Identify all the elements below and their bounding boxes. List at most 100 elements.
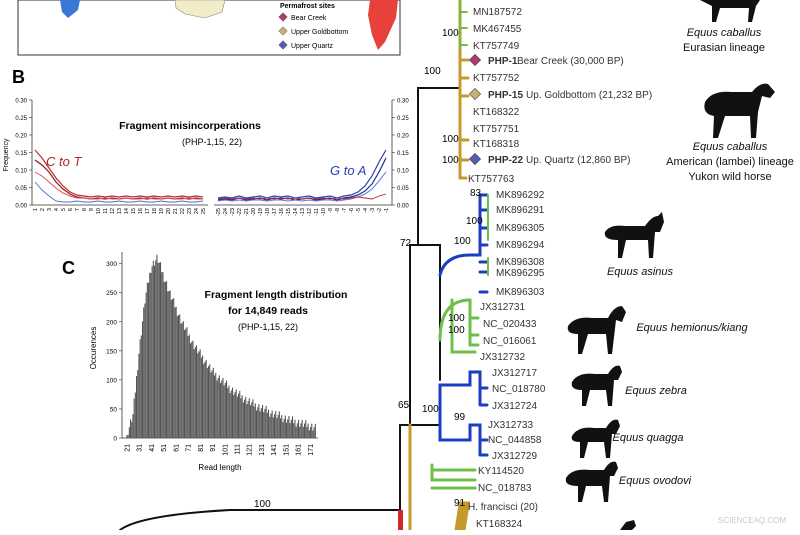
histogram-bar xyxy=(217,377,219,438)
panel-b-ytick-label: 0.15 xyxy=(15,151,27,157)
histogram-bar xyxy=(138,353,140,438)
support-value: 100 xyxy=(454,236,471,247)
histogram-bar xyxy=(312,430,314,438)
taxon-labels: MN187572 MK467455 KT757749 PHP-1 Bear Cr… xyxy=(468,7,652,530)
bear-creek-marker xyxy=(278,12,288,22)
histogram-bar xyxy=(258,404,260,438)
support-value: 100 xyxy=(422,404,439,415)
histogram-bar xyxy=(134,392,136,438)
histogram-bar xyxy=(188,334,190,438)
taxon-label: MK896308 xyxy=(496,257,545,268)
tree-branch-zebra xyxy=(438,370,489,412)
histogram-bar xyxy=(256,410,258,438)
panel-b-xtick-label: 2 xyxy=(40,208,46,211)
taxon-label: KY114520 xyxy=(478,466,524,477)
histogram-bar xyxy=(242,402,244,438)
histogram-bar xyxy=(203,363,205,438)
histogram-bar xyxy=(269,416,271,438)
histogram-bar xyxy=(154,265,156,438)
histogram-bar xyxy=(186,327,188,438)
species-zebra: Equus zebra xyxy=(625,385,687,397)
panel-b-xtick-label: 21 xyxy=(173,208,179,214)
panel-b-xtick-label: 8 xyxy=(82,208,88,211)
panel-b-xtick-label: -7 xyxy=(342,208,348,213)
histogram-bar xyxy=(276,417,278,438)
histogram-bar xyxy=(314,423,316,438)
panel-c-title-line1: Fragment length distribution xyxy=(205,289,348,301)
support-value: 100 xyxy=(424,66,441,77)
panel-c: C Occurences 0 50 100 150 200 250 300 21 31 41 51… xyxy=(62,252,347,472)
panel-b-xtick-label: -25 xyxy=(216,208,222,216)
taxon-label: KT757749 xyxy=(473,41,520,52)
histogram-bar xyxy=(214,375,216,438)
histogram-bar xyxy=(173,298,175,438)
taxon-label: NC_018783 xyxy=(478,483,532,494)
histogram-bar xyxy=(270,413,272,438)
taxon-label: MN187572 xyxy=(473,7,522,18)
panel-c-xtick-label: 91 xyxy=(210,444,217,452)
histogram-bar xyxy=(235,389,237,438)
support-value: 100 xyxy=(254,499,271,510)
histogram-bar xyxy=(216,380,218,438)
taxon-label: NC_044858 xyxy=(488,435,542,446)
panel-b-yticks-left: 0.30 0.25 0.20 0.15 0.10 0.05 0.00 xyxy=(15,99,32,210)
taxon-label: KT168322 xyxy=(473,107,520,118)
histogram-bar xyxy=(266,412,268,438)
panel-b-xtick-label: -11 xyxy=(314,208,320,216)
histogram-bar xyxy=(176,316,178,438)
histogram-bar xyxy=(175,306,177,438)
panel-b-xtick-label: -5 xyxy=(356,208,362,213)
histogram-bar xyxy=(161,272,163,438)
panel-b-xtick-label: 11 xyxy=(103,208,109,214)
histogram-bar xyxy=(202,355,204,438)
histogram-bar xyxy=(240,398,242,438)
g-to-a-label: G to A xyxy=(330,163,366,178)
histogram-bar xyxy=(218,375,220,438)
panel-b-xtick-label: 6 xyxy=(68,208,74,211)
species-labels: Equus caballus Eurasian lineage Equus ca… xyxy=(607,27,794,487)
watermark: SCIENCEAQ.COM xyxy=(718,516,786,525)
histogram-bar xyxy=(304,423,306,438)
tree-branch-caballus xyxy=(458,58,470,180)
histogram-bar xyxy=(206,368,208,438)
panel-b-xtick-label: 23 xyxy=(187,208,193,214)
taxon-label: JX312724 xyxy=(492,401,537,412)
histogram-bar xyxy=(170,299,172,438)
histogram-bar xyxy=(148,282,150,438)
panel-b-xtick-label: -15 xyxy=(286,208,292,216)
panel-b-xtick-label: -10 xyxy=(321,208,327,216)
histogram-bar xyxy=(232,387,234,438)
tree-branch-root xyxy=(119,509,401,531)
map-landmass-africa xyxy=(60,0,80,18)
histogram-bar xyxy=(250,405,252,438)
histogram-bar xyxy=(305,420,307,438)
php15-marker xyxy=(468,87,482,101)
histogram-bar xyxy=(174,307,176,438)
histogram-bar xyxy=(215,372,217,438)
taxon-label: NC_016061 xyxy=(483,336,537,347)
taxon-label: KT757763 xyxy=(468,174,515,185)
map-landmass-australia xyxy=(174,0,226,19)
histogram-bar xyxy=(259,411,261,438)
histogram-bar xyxy=(284,415,286,438)
taxon-label: H. francisci (20) xyxy=(468,502,538,513)
panel-c-xticks: 21 31 41 51 61 71 81 91 101 111 121 131 141 151 161 171 xyxy=(124,444,314,456)
species-hemionus: Equus hemionus/kiang xyxy=(636,322,748,334)
support-value: 65 xyxy=(398,400,410,411)
histogram-bar xyxy=(310,427,312,438)
histogram-bar xyxy=(204,361,206,438)
histogram-bar xyxy=(227,388,229,438)
panel-b-xtick-label: 4 xyxy=(54,208,60,211)
panel-b-xtick-label: 18 xyxy=(152,208,158,214)
histogram-bar xyxy=(162,271,164,438)
panel-c-xtick-label: 131 xyxy=(259,444,266,456)
histogram-bar xyxy=(199,349,201,438)
hippidion-icon xyxy=(620,520,636,530)
horse-silhouettes xyxy=(565,0,775,530)
panel-b-xtick-label: 17 xyxy=(145,208,151,214)
panel-b-xtick-label: 3 xyxy=(47,208,53,211)
panel-b-xtick-label: -24 xyxy=(223,208,229,216)
histogram-bar xyxy=(295,426,297,438)
red-marker xyxy=(398,510,403,530)
histogram-bar xyxy=(194,347,196,438)
